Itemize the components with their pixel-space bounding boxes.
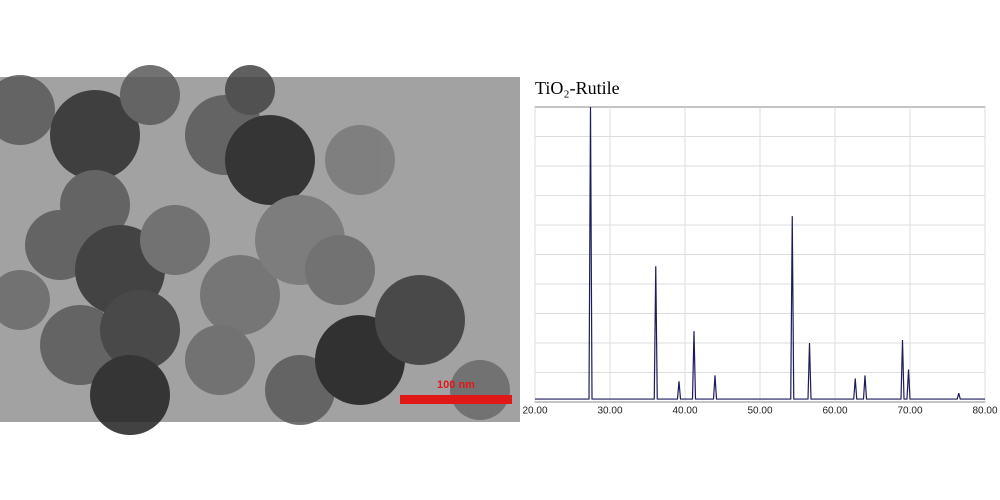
particles bbox=[0, 65, 510, 435]
scale-bar bbox=[400, 395, 512, 404]
x-tick-label: 70.00 bbox=[897, 406, 922, 417]
x-tick-label: 80.00 bbox=[972, 406, 997, 417]
scale-label: 100 nm bbox=[437, 379, 475, 391]
chart-title: TiO₂-Rutile bbox=[535, 78, 620, 98]
x-tick-label: 40.00 bbox=[672, 406, 697, 417]
x-tick-label: 30.00 bbox=[597, 406, 622, 417]
x-tick-label: 20.00 bbox=[522, 406, 547, 417]
diffraction-line bbox=[535, 106, 985, 400]
x-tick-label: 50.00 bbox=[747, 406, 772, 417]
micrograph: 100 nm bbox=[0, 65, 520, 435]
x-tick-label: 60.00 bbox=[822, 406, 847, 417]
